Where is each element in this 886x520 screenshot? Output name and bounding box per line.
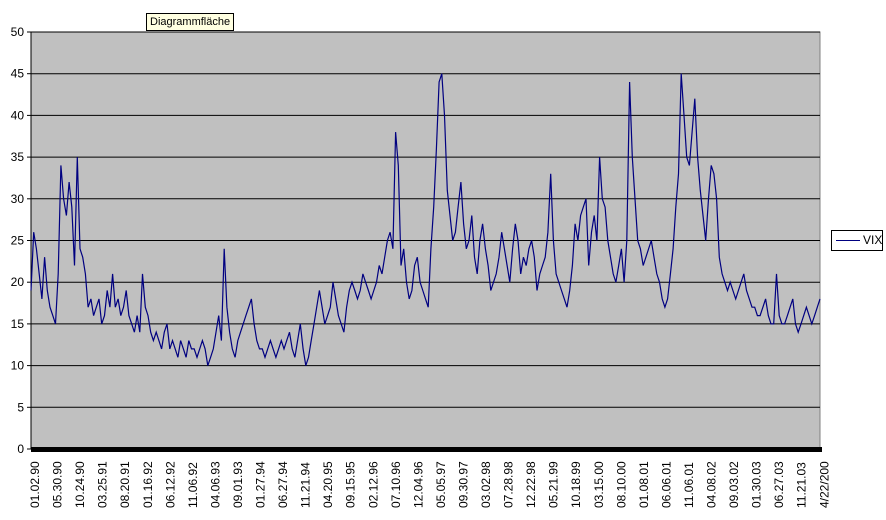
legend-line-swatch-icon bbox=[836, 240, 860, 241]
x-tick-label: 04.06.93 bbox=[208, 461, 222, 508]
x-tick-label: 11.06.01 bbox=[682, 462, 696, 508]
x-tick-label: 11.21.03 bbox=[795, 462, 809, 508]
y-tick-label: 25 bbox=[11, 234, 25, 248]
x-tick-label: 04.20.95 bbox=[321, 461, 335, 508]
x-tick-label: 01.30.03 bbox=[750, 461, 764, 508]
y-axis: 0 5 10 15 20 25 30 35 40 45 50 bbox=[11, 25, 32, 456]
x-tick-label: 07.28.98 bbox=[502, 461, 516, 508]
x-tick-label: 09.15.95 bbox=[344, 461, 358, 508]
x-tick-label: 08.10.00 bbox=[614, 461, 628, 508]
y-tick-label: 45 bbox=[11, 67, 25, 81]
x-tick-label: 09.30.97 bbox=[456, 461, 470, 508]
y-tick-label: 5 bbox=[17, 400, 24, 414]
chart-area-tooltip: Diagrammfläche bbox=[146, 13, 235, 31]
x-axis-bar bbox=[31, 447, 822, 452]
x-tick-label: 11.06.92 bbox=[186, 462, 200, 508]
y-tick-label: 15 bbox=[11, 317, 25, 331]
x-tick-label: 10.18.99 bbox=[569, 461, 583, 508]
x-tick-label: 07.10.96 bbox=[389, 461, 403, 508]
x-tick-label: 03.25.91 bbox=[96, 461, 110, 508]
y-tick-label: 35 bbox=[11, 150, 25, 164]
x-tick-label: 06.27.94 bbox=[276, 461, 290, 508]
x-tick-label: 03.15.00 bbox=[592, 461, 606, 508]
x-tick-label: 09.01.93 bbox=[231, 461, 245, 508]
y-tick-label: 10 bbox=[11, 359, 25, 373]
y-tick-label: 20 bbox=[11, 275, 25, 289]
x-tick-label: 05.21.99 bbox=[547, 461, 561, 508]
x-tick-label: 01.27.94 bbox=[254, 461, 268, 508]
x-tick-label: 01.08.01 bbox=[637, 461, 651, 508]
legend[interactable]: VIX bbox=[831, 230, 883, 251]
x-tick-label: 01.16.92 bbox=[141, 461, 155, 508]
x-tick-label: 05.05.97 bbox=[434, 461, 448, 508]
x-tick-label: 01.02.90 bbox=[28, 461, 42, 508]
y-tick-label: 40 bbox=[11, 108, 25, 122]
x-tick-label: 09.03.02 bbox=[727, 461, 741, 508]
x-tick-label: 08.20.91 bbox=[118, 461, 132, 508]
x-tick-label: 02.12.96 bbox=[366, 461, 380, 508]
y-tick-label: 50 bbox=[11, 25, 25, 39]
x-axis-labels: 01.02.90 05.30.90 10.24.90 03.25.91 08.20.91… bbox=[28, 461, 831, 508]
x-tick-label: 06.06.01 bbox=[659, 461, 673, 508]
gridlines bbox=[31, 31, 820, 408]
x-tick-label: 06.12.92 bbox=[163, 461, 177, 508]
x-tick-label: 10.24.90 bbox=[73, 461, 87, 508]
x-tick-label: 03.02.98 bbox=[479, 461, 493, 508]
x-tick-label: 05.30.90 bbox=[51, 461, 65, 508]
x-tick-label: 4/22/200 bbox=[817, 461, 831, 508]
x-tick-label: 12.04.96 bbox=[411, 461, 425, 508]
y-tick-label: 0 bbox=[17, 442, 24, 456]
x-tick-label: 04.08.02 bbox=[705, 461, 719, 508]
vix-series-line[interactable] bbox=[30, 73, 821, 366]
x-tick-label: 12.22.98 bbox=[524, 461, 538, 508]
legend-label-vix: VIX bbox=[863, 233, 883, 247]
y-tick-label: 30 bbox=[11, 192, 25, 206]
x-tick-label: 06.27.03 bbox=[772, 461, 786, 508]
x-tick-label: 11.21.94 bbox=[299, 462, 313, 508]
